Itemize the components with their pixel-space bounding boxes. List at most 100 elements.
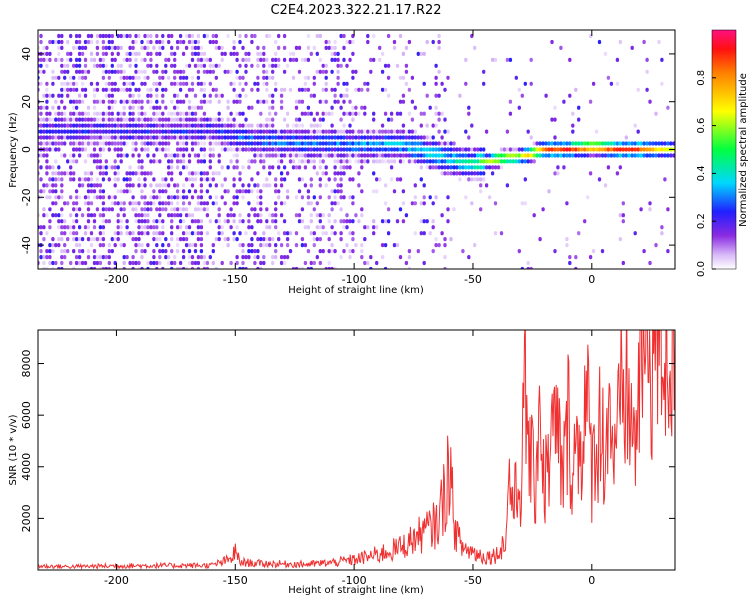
spectrogram-cell bbox=[297, 147, 302, 152]
spectrogram-cell bbox=[306, 75, 311, 80]
spectrogram-cell bbox=[663, 153, 667, 158]
spectrogram-cell bbox=[167, 111, 171, 116]
spectrogram-cell bbox=[244, 51, 248, 57]
spectrogram-cell bbox=[366, 39, 370, 45]
spectrogram-cell bbox=[309, 231, 313, 236]
spectrogram-cell bbox=[300, 266, 305, 269]
spectrogram-cell bbox=[600, 153, 605, 158]
spectrogram-cell bbox=[250, 39, 254, 45]
spectrogram-cell bbox=[178, 147, 183, 152]
spectrogram-cell bbox=[48, 147, 52, 152]
spectrogram-cell bbox=[140, 266, 144, 269]
spectrogram-cell bbox=[583, 147, 587, 152]
spectrogram-cell bbox=[86, 213, 91, 218]
spectrogram-cell bbox=[83, 111, 88, 116]
spectrogram-cell bbox=[104, 87, 109, 92]
spectrogram-cell bbox=[651, 147, 655, 152]
spectrogram-cell bbox=[74, 45, 79, 51]
spectrogram-cell bbox=[170, 260, 174, 266]
spectrogram-cell bbox=[401, 201, 406, 206]
spectrogram-cell bbox=[140, 57, 144, 63]
spectrogram-cell bbox=[72, 87, 76, 92]
spectrogram-cell bbox=[155, 51, 159, 57]
spectrogram-cell bbox=[181, 153, 186, 158]
spectrogram-cell bbox=[74, 99, 79, 104]
spectrogram-cell bbox=[333, 153, 337, 158]
spectrogram-cell bbox=[122, 141, 126, 146]
spectrogram-cell bbox=[253, 153, 257, 158]
spectrogram-cell bbox=[508, 153, 513, 158]
spectrogram-cell bbox=[363, 147, 367, 152]
spectrogram-cell bbox=[119, 225, 123, 230]
spectrogram-cell bbox=[378, 135, 382, 140]
spectrogram-cell bbox=[333, 195, 337, 200]
spectrogram-cell bbox=[95, 81, 100, 86]
spectrogram-cell bbox=[529, 159, 533, 164]
spectrogram-cell bbox=[309, 135, 313, 140]
spectrogram-cell bbox=[214, 266, 218, 269]
spectrogram-cell bbox=[199, 81, 204, 86]
spectrogram-cell bbox=[175, 201, 180, 206]
spectrogram-cell bbox=[247, 189, 251, 194]
spectrogram-cell bbox=[354, 159, 358, 164]
spectrogram-cell bbox=[113, 183, 117, 188]
spectrogram-cell bbox=[544, 147, 548, 152]
spectrogram-cell bbox=[51, 93, 55, 98]
spectrogram-cell bbox=[131, 171, 135, 176]
spectrogram-cell bbox=[262, 243, 266, 248]
spectrogram-cell bbox=[116, 165, 120, 170]
spectrogram-cell bbox=[333, 129, 337, 134]
spectrogram-cell bbox=[92, 105, 97, 110]
spectrogram-cell bbox=[547, 153, 551, 158]
spectrogram-cell bbox=[265, 135, 269, 140]
spectrogram-cell bbox=[279, 141, 284, 146]
spectrogram-cell bbox=[220, 195, 224, 200]
spectrogram-cell bbox=[86, 219, 91, 224]
spectrogram-cell bbox=[609, 81, 614, 86]
spectrogram-cell bbox=[110, 39, 115, 45]
spectrogram-cell bbox=[155, 117, 159, 122]
spectrogram-cell bbox=[410, 75, 415, 80]
spectrogram-cell bbox=[134, 63, 138, 68]
spectrogram-cell bbox=[45, 255, 49, 260]
spectrogram-cell bbox=[181, 249, 186, 254]
spectrogram-cell bbox=[72, 219, 76, 224]
spectrogram-cell bbox=[279, 213, 284, 218]
spectrogram-cell bbox=[80, 183, 85, 188]
spectrogram-cell bbox=[588, 141, 593, 146]
spectrogram-cell bbox=[92, 99, 97, 104]
spectrogram-cell bbox=[586, 195, 590, 200]
spectrogram-cell bbox=[645, 147, 649, 152]
spectrogram-cell bbox=[211, 33, 215, 39]
spectrogram-cell bbox=[386, 129, 391, 134]
spectrogram-cell bbox=[315, 225, 319, 230]
spectrogram-cell bbox=[77, 147, 82, 152]
spectrogram-cell bbox=[95, 39, 100, 45]
spectrogram-cell bbox=[256, 249, 260, 254]
spectrogram-cell bbox=[170, 123, 174, 128]
spectrogram-cell bbox=[271, 93, 275, 98]
spectrogram-cell bbox=[288, 129, 293, 134]
spectrogram-cell bbox=[309, 159, 313, 164]
spectrogram-cell bbox=[380, 141, 385, 146]
spectrogram-cell bbox=[372, 231, 376, 236]
spectrogram-cell bbox=[484, 183, 489, 188]
spectrogram-cell bbox=[202, 260, 207, 266]
spectrogram-cell bbox=[181, 111, 186, 116]
spectrogram-cell bbox=[164, 69, 168, 74]
spectrogram-cell bbox=[187, 135, 192, 140]
spectrogram-cell bbox=[232, 45, 236, 51]
spectrogram-cell bbox=[205, 177, 210, 182]
spectrogram-cell bbox=[366, 260, 370, 266]
spectrogram-cell bbox=[348, 219, 352, 224]
spectrogram-cell bbox=[315, 111, 319, 116]
spectrogram-cell bbox=[345, 159, 349, 164]
spectrogram-cell bbox=[128, 87, 132, 92]
spectrogram-cell bbox=[259, 237, 263, 242]
spectrogram-cell bbox=[48, 260, 52, 266]
spectrogram-cell bbox=[104, 219, 109, 224]
spectrogram-cell bbox=[119, 207, 123, 212]
spectrogram-cell bbox=[122, 75, 126, 80]
spectrogram-cell bbox=[190, 177, 195, 182]
spectrogram-cell bbox=[425, 153, 429, 158]
